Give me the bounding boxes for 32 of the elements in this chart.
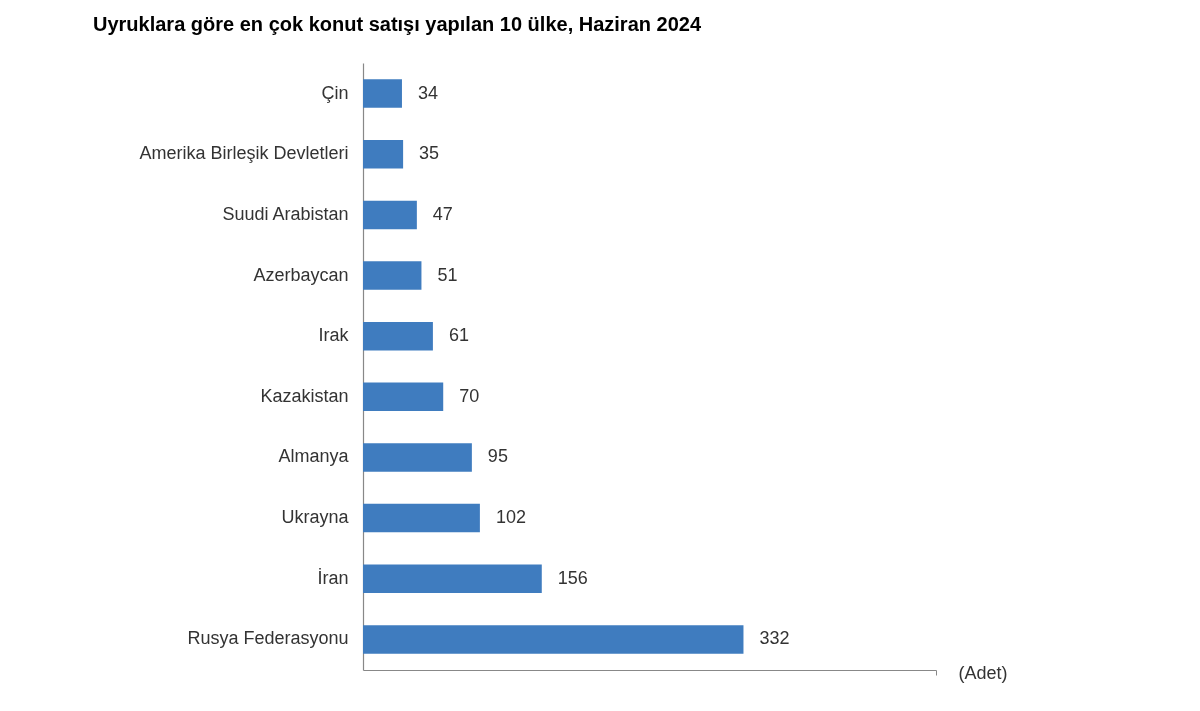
bar: [363, 625, 744, 654]
data-label: 61: [448, 325, 469, 346]
y-tick-label: Kazakistan: [260, 385, 349, 406]
data-label: 47: [432, 203, 453, 224]
bar: [363, 564, 542, 593]
y-tick-label: Suudi Arabistan: [222, 203, 349, 224]
y-tick-label: Ukrayna: [281, 507, 350, 528]
bar: [363, 321, 433, 351]
y-tick-label: Rusya Federasyonu: [187, 628, 349, 649]
data-label: 51: [437, 264, 458, 285]
y-tick-label: Almanya: [278, 446, 350, 467]
data-label: 70: [459, 385, 480, 406]
bar: [363, 140, 404, 169]
bar: [363, 200, 417, 230]
y-tick-label: İran: [317, 567, 349, 588]
bar: [363, 79, 402, 108]
bar: [363, 443, 472, 472]
bar: [363, 382, 444, 412]
data-label: 332: [759, 628, 790, 649]
data-label: 156: [557, 567, 588, 588]
y-tick-label: Azerbaycan: [253, 264, 349, 285]
x-axis-title: (Adet): [958, 662, 1008, 683]
y-tick-label: Amerika Birleşik Devletleri: [139, 143, 349, 164]
data-label: 102: [495, 507, 526, 528]
chart-title: Uyruklara göre en çok konut satışı yapılan 10 ülke, Haziran 2024: [93, 13, 702, 35]
y-tick-label: Irak: [318, 325, 350, 346]
bar: [363, 261, 422, 290]
data-label: 35: [419, 143, 440, 164]
data-label: 95: [487, 446, 508, 467]
data-label: 34: [417, 82, 438, 103]
bar: [363, 503, 480, 533]
y-tick-label: Çin: [321, 82, 349, 103]
